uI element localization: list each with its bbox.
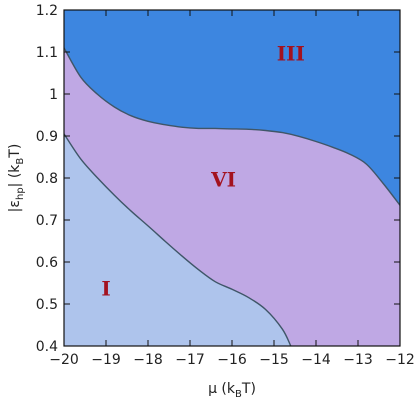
- x-tick-label: −12: [385, 352, 415, 368]
- y-tick-label: 0.9: [36, 129, 58, 145]
- y-tick-label: 0.8: [36, 171, 58, 187]
- x-tick-label: −16: [217, 352, 247, 368]
- y-tick-label: 0.4: [36, 339, 58, 355]
- y-tick-label: 0.5: [36, 297, 58, 313]
- y-tick-label: 1.2: [36, 3, 58, 19]
- x-tick-label: −19: [91, 352, 121, 368]
- phase-III-region: [64, 10, 400, 206]
- x-tick-label: −14: [301, 352, 331, 368]
- y-tick-label: 0.6: [36, 255, 58, 271]
- x-axis: −20 −19 −18 −17 −16 −15 −14 −13 −12: [49, 10, 415, 368]
- y-tick-label: 1.1: [36, 45, 58, 61]
- y-axis-title: |εhp| (kBT): [7, 144, 26, 213]
- x-axis-title: μ (kBT): [208, 381, 256, 400]
- x-tick-label: −18: [133, 352, 163, 368]
- x-tick-label: −17: [175, 352, 205, 368]
- x-tick-label: −13: [343, 352, 373, 368]
- region-label-i: I: [101, 277, 110, 301]
- region-labels: I VI III: [101, 41, 305, 300]
- y-tick-label: 0.7: [36, 213, 58, 229]
- y-axis: 0.4 0.5 0.6 0.7 0.8 0.9 1 1.1 1.2: [36, 3, 400, 355]
- phase-I-region: [64, 133, 291, 346]
- region-label-iii: III: [277, 41, 305, 65]
- boundary-VI-III: [63, 47, 401, 206]
- x-tick-label: −15: [259, 352, 289, 368]
- y-tick-label: 1: [49, 87, 58, 103]
- phase-VI-region: [64, 47, 400, 347]
- region-label-vi: VI: [210, 167, 236, 191]
- x-tick-label: −20: [49, 352, 79, 368]
- boundary-I-VI: [63, 133, 292, 347]
